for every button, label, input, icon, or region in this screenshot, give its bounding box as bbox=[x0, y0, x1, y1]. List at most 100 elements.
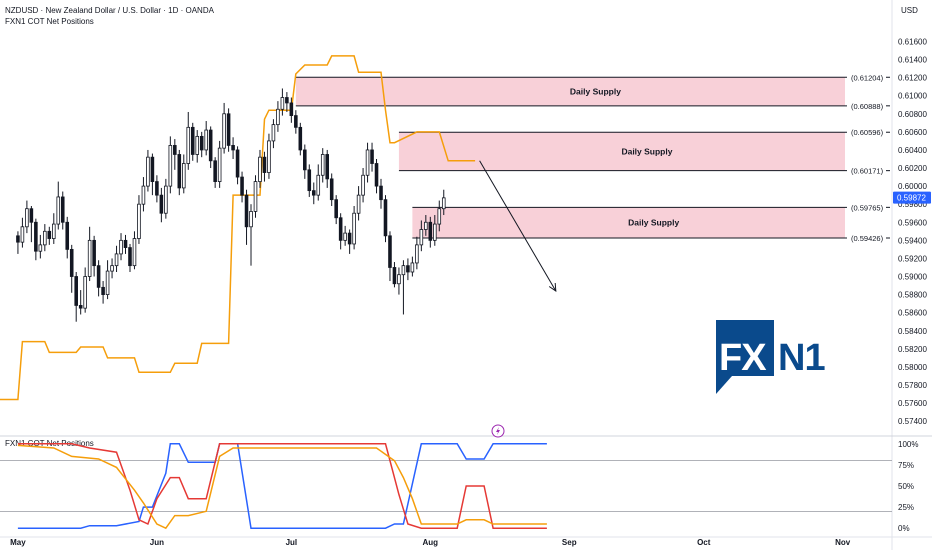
candle-bearish bbox=[190, 126, 195, 155]
logo-box bbox=[716, 320, 774, 376]
candle-bearish bbox=[285, 97, 289, 104]
subpanel-tick-label: 100% bbox=[898, 440, 918, 449]
candle-bullish bbox=[195, 135, 200, 155]
candle-bullish bbox=[276, 108, 280, 126]
indicator-label: FXN1 COT Net Positions bbox=[5, 17, 94, 26]
candle-bearish bbox=[311, 190, 316, 196]
candle-bearish bbox=[428, 221, 433, 241]
candle-bullish bbox=[316, 174, 321, 196]
candle-bullish bbox=[114, 253, 119, 267]
time-tick-label: Oct bbox=[697, 538, 711, 547]
candle-bullish bbox=[186, 126, 191, 164]
candle-bullish bbox=[249, 211, 253, 228]
supply-zone-top-price: (0.60596) bbox=[851, 128, 884, 137]
price-tick-label: 0.58800 bbox=[898, 291, 927, 300]
candle-bullish bbox=[119, 239, 123, 255]
candle-bullish bbox=[361, 174, 365, 196]
candle-bullish bbox=[424, 221, 428, 230]
candle-bearish bbox=[213, 160, 217, 182]
cot-subpanel: FXN1 COT Net Positions 100%75%50%25%0% bbox=[0, 424, 918, 533]
candle-bearish bbox=[173, 145, 177, 155]
candle-bullish bbox=[320, 154, 325, 176]
time-axis: May Jun Jul Aug Sep Oct Nov bbox=[10, 538, 851, 547]
time-tick-label: May bbox=[10, 538, 26, 547]
candle-bullish bbox=[441, 197, 446, 210]
supply-zone-top-price: (0.61204) bbox=[851, 73, 884, 82]
price-tick-label: 0.60400 bbox=[898, 146, 927, 155]
supply-zone bbox=[412, 207, 845, 238]
candle-bullish bbox=[105, 270, 110, 295]
candle-bearish bbox=[388, 235, 392, 268]
candle-bearish bbox=[307, 169, 312, 192]
candle-bullish bbox=[110, 265, 114, 272]
fxn1-logo: FX N1 bbox=[716, 320, 826, 394]
subpanel-series-line bbox=[17, 443, 547, 529]
candle-bearish bbox=[347, 232, 352, 245]
candle-bearish bbox=[123, 239, 128, 248]
price-tick-label: 0.57600 bbox=[898, 399, 927, 408]
candle-bullish bbox=[352, 212, 356, 245]
candle-bullish bbox=[137, 203, 141, 239]
price-tick-label: 0.61600 bbox=[898, 37, 927, 46]
candle-bullish bbox=[410, 262, 415, 273]
candle-bearish bbox=[177, 154, 182, 189]
candle-bearish bbox=[325, 154, 330, 180]
price-tick-label: 0.57800 bbox=[898, 381, 927, 390]
supply-zone-label: Daily Supply bbox=[621, 146, 672, 156]
candle-bullish bbox=[141, 185, 146, 205]
candle-bullish bbox=[415, 244, 419, 264]
candle-bullish bbox=[258, 156, 262, 182]
candle-bearish bbox=[262, 156, 267, 173]
candle-bullish bbox=[87, 239, 92, 277]
candle-bullish bbox=[25, 208, 29, 228]
supply-zone bbox=[398, 132, 845, 171]
chart-title: NZDUSD · New Zealand Dollar / U.S. Dolla… bbox=[5, 6, 214, 15]
candle-bullish bbox=[356, 194, 361, 214]
supply-zone-bottom-price: (0.60888) bbox=[851, 102, 884, 111]
price-tick-label: 0.59400 bbox=[898, 236, 927, 245]
subpanel-tick-label: 0% bbox=[898, 524, 910, 533]
price-tick-label: 0.59800 bbox=[898, 200, 927, 209]
supply-zone-label: Daily Supply bbox=[628, 218, 679, 228]
supply-zones: Daily Supply (0.61204) (0.60888) Daily Supp… bbox=[295, 73, 890, 243]
price-tick-label: 0.60200 bbox=[898, 164, 927, 173]
candle-bearish bbox=[383, 199, 388, 237]
candle-bullish bbox=[43, 230, 47, 246]
time-tick-label: Jun bbox=[150, 538, 164, 547]
candle-bearish bbox=[128, 247, 132, 267]
subpanel-series-line bbox=[17, 444, 547, 530]
candle-bullish bbox=[222, 113, 226, 149]
candle-bearish bbox=[244, 194, 249, 228]
candle-bullish bbox=[253, 181, 258, 212]
supply-zone-bottom-price: (0.60171) bbox=[851, 167, 884, 176]
candle-bearish bbox=[155, 181, 159, 196]
price-tick-label: 0.61200 bbox=[898, 74, 927, 83]
time-tick-label: Nov bbox=[835, 538, 851, 547]
arrow-shaft bbox=[479, 160, 557, 292]
price-tick-label: 0.58400 bbox=[898, 327, 927, 336]
price-tick-label: 0.59600 bbox=[898, 218, 927, 227]
candle-bearish bbox=[392, 267, 397, 285]
candle-bullish bbox=[217, 147, 222, 182]
candle-bearish bbox=[334, 199, 338, 219]
supply-zone-top-price: (0.59765) bbox=[851, 203, 884, 212]
time-tick-label: Jul bbox=[286, 538, 298, 547]
candle-bearish bbox=[338, 217, 343, 241]
candle-bearish bbox=[298, 126, 303, 151]
candle-bullish bbox=[280, 97, 285, 110]
candle-bearish bbox=[150, 156, 155, 182]
price-tick-label: 0.60800 bbox=[898, 110, 927, 119]
candle-bearish bbox=[159, 194, 164, 214]
candle-bearish bbox=[74, 276, 78, 306]
arrow-head bbox=[548, 282, 557, 292]
current-price-label: 0.59872 bbox=[897, 194, 926, 203]
candle-bearish bbox=[69, 248, 74, 277]
candle-bullish bbox=[437, 208, 442, 225]
current-price-badge bbox=[893, 191, 931, 204]
candle-bearish bbox=[29, 208, 34, 223]
candle-bullish bbox=[204, 129, 208, 151]
candle-bearish bbox=[65, 221, 70, 250]
candle-bullish bbox=[38, 244, 43, 252]
candle-bullish bbox=[168, 145, 173, 187]
